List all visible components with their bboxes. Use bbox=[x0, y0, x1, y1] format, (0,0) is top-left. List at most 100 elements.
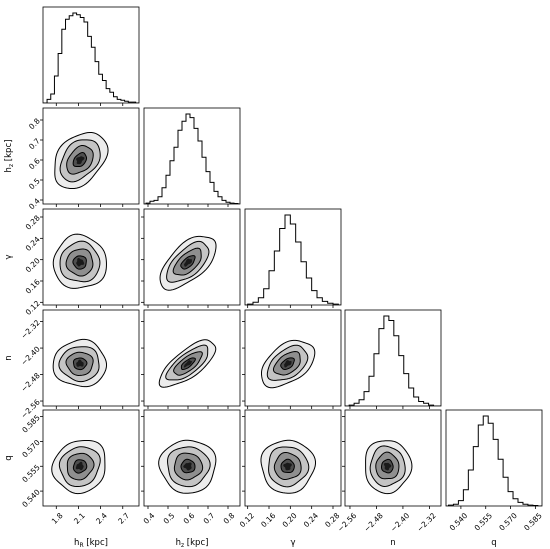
y-tick-label-n: −2.48 bbox=[19, 371, 42, 394]
x-tick-label-q: 0.555 bbox=[473, 511, 495, 533]
density-core bbox=[283, 462, 292, 471]
contour-panel-hz-vs-hR bbox=[40, 107, 140, 207]
contour-line-1 bbox=[59, 240, 101, 283]
x-tick-label-n: −2.56 bbox=[336, 511, 359, 534]
density-core bbox=[183, 462, 192, 471]
panel-frame bbox=[143, 107, 241, 205]
x-tick-label-hR: 1.8 bbox=[50, 511, 65, 526]
histogram-step-hz bbox=[144, 113, 240, 204]
contour-line-2 bbox=[66, 144, 94, 175]
contour-line-1 bbox=[266, 344, 309, 381]
contour-line-3 bbox=[180, 357, 196, 371]
x-tick-label-hz: 0.7 bbox=[202, 511, 217, 526]
contour-line-3 bbox=[72, 357, 88, 371]
histogram-panel-n bbox=[344, 309, 442, 409]
y-axis-label-q: q bbox=[4, 455, 14, 460]
x-axis-label-hR: hR [kpc] bbox=[74, 538, 108, 549]
contour-line-2 bbox=[173, 452, 204, 481]
contour-line-0 bbox=[159, 235, 217, 291]
contour-line-3 bbox=[280, 357, 295, 370]
y-tick-label-gamma: 0.20 bbox=[24, 256, 42, 274]
x-axis-label-gamma: γ bbox=[290, 538, 295, 548]
contour-line-3 bbox=[72, 255, 87, 270]
contour-panel-n-vs-hz bbox=[141, 309, 241, 409]
contour-line-3 bbox=[280, 458, 295, 474]
contour-line-1 bbox=[59, 139, 101, 183]
contour-panel-q-vs-hz bbox=[141, 409, 241, 509]
y-tick-label-hz: 0.8 bbox=[27, 116, 42, 131]
panel-frame bbox=[244, 409, 342, 507]
panel-frame bbox=[445, 409, 543, 507]
contour-panel-gamma-vs-hz bbox=[141, 208, 241, 308]
histogram-step-q bbox=[446, 415, 542, 506]
histogram-step-gamma bbox=[245, 214, 341, 305]
contour-line-1 bbox=[165, 344, 209, 381]
y-tick-label-gamma: 0.24 bbox=[24, 235, 42, 253]
contour-line-1 bbox=[167, 446, 211, 488]
contour-line-0 bbox=[158, 439, 217, 494]
density-core bbox=[184, 258, 192, 267]
y-axis-label-hz: hz [kpc] bbox=[4, 140, 15, 173]
y-tick-label-hz: 0.6 bbox=[27, 156, 42, 171]
contour-panel-q-vs-n bbox=[342, 409, 442, 509]
y-tick-label-hz: 0.5 bbox=[27, 176, 42, 191]
y-axis-label-gamma: γ bbox=[4, 254, 14, 259]
histogram-step-n bbox=[345, 315, 441, 406]
contour-line-2 bbox=[375, 451, 400, 480]
contour-line-2 bbox=[65, 351, 94, 376]
panel-frame bbox=[42, 208, 140, 306]
x-tick-label-hR: 2.7 bbox=[116, 511, 131, 526]
contour-line-2 bbox=[65, 248, 94, 277]
y-tick-label-gamma: 0.16 bbox=[24, 277, 42, 295]
histogram-panel-gamma bbox=[244, 208, 342, 308]
x-axis-label-hz: hz [kpc] bbox=[176, 538, 209, 549]
x-axis-label-n: n bbox=[390, 538, 395, 548]
y-tick-label-n: −2.32 bbox=[19, 318, 42, 341]
x-axis-label-q: q bbox=[491, 538, 496, 548]
x-tick-label-q: 0.540 bbox=[448, 511, 470, 533]
contour-line-0 bbox=[52, 233, 107, 289]
contour-line-2 bbox=[272, 351, 301, 376]
contour-line-0 bbox=[54, 131, 109, 190]
contour-line-3 bbox=[180, 255, 196, 270]
contour-line-2 bbox=[172, 247, 202, 276]
x-tick-label-gamma: 0.16 bbox=[259, 511, 277, 529]
panel-frame bbox=[42, 6, 140, 104]
y-tick-label-q: 0.555 bbox=[20, 463, 42, 485]
panel-frame bbox=[344, 409, 442, 507]
y-tick-label-q: 0.570 bbox=[20, 438, 42, 460]
contour-line-0 bbox=[365, 440, 413, 495]
contour-line-2 bbox=[66, 452, 95, 481]
contour-line-2 bbox=[273, 451, 302, 480]
histogram-panel-hR bbox=[42, 6, 140, 106]
x-tick-label-hz: 0.5 bbox=[162, 511, 177, 526]
histogram-panel-q bbox=[445, 409, 543, 509]
x-tick-label-hz: 0.4 bbox=[142, 511, 157, 526]
density-core bbox=[75, 461, 84, 471]
panel-frame bbox=[143, 409, 241, 507]
contour-line-0 bbox=[158, 339, 217, 388]
x-tick-label-q: 0.570 bbox=[497, 511, 519, 533]
contour-line-3 bbox=[381, 458, 394, 474]
contour-line-1 bbox=[268, 446, 310, 488]
panel-frame bbox=[143, 208, 241, 306]
x-tick-label-gamma: 0.20 bbox=[281, 511, 299, 529]
x-tick-label-gamma: 0.24 bbox=[302, 511, 320, 529]
density-core bbox=[183, 360, 193, 368]
histogram-panel-hz bbox=[143, 107, 241, 207]
y-tick-label-n: −2.40 bbox=[19, 344, 42, 367]
contour-panel-n-vs-gamma bbox=[242, 309, 342, 409]
contour-line-3 bbox=[180, 458, 196, 474]
contour-line-1 bbox=[58, 346, 100, 383]
density-core bbox=[383, 462, 392, 471]
x-tick-label-hz: 0.8 bbox=[222, 511, 237, 526]
contour-line-0 bbox=[51, 440, 106, 495]
x-tick-label-n: −2.32 bbox=[415, 511, 438, 534]
contour-panel-gamma-vs-hR bbox=[40, 208, 140, 308]
panel-frame bbox=[244, 309, 342, 407]
density-core bbox=[76, 156, 85, 165]
contour-line-3 bbox=[72, 152, 88, 168]
contour-panel-q-vs-gamma bbox=[242, 409, 342, 509]
x-tick-label-hR: 2.4 bbox=[94, 511, 109, 526]
